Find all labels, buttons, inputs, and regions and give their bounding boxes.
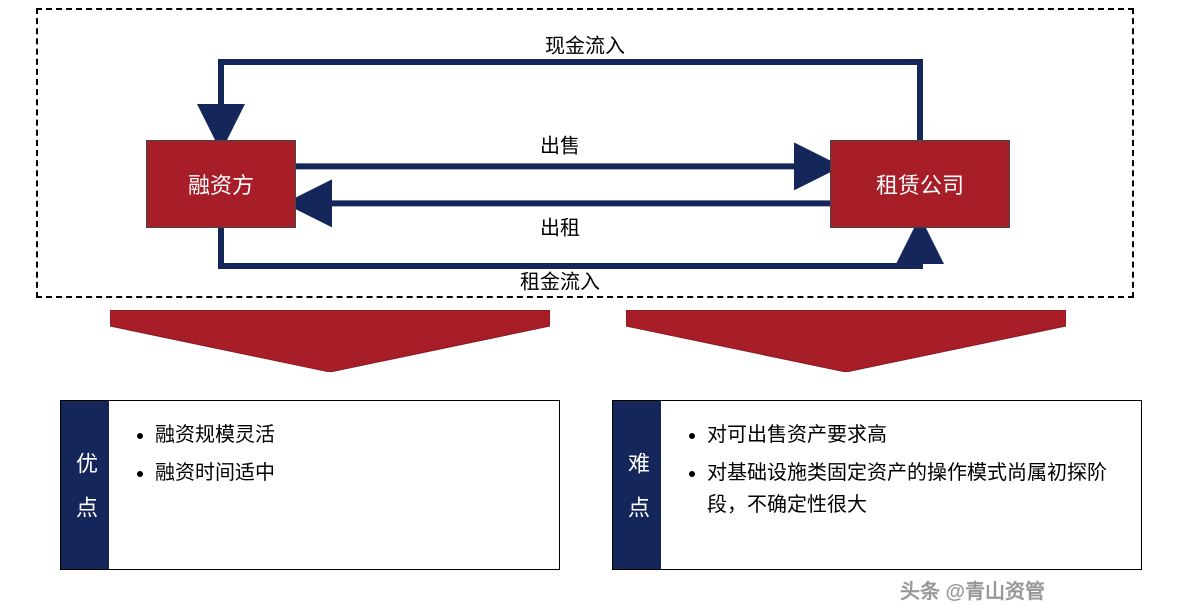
node-leasing-company-label: 租赁公司 — [876, 168, 964, 200]
advantages-content: 融资规模灵活 融资时间适中 — [109, 401, 559, 569]
edge-label-sell: 出售 — [540, 130, 580, 159]
edge-label-rent-inflow: 租金流入 — [520, 266, 600, 295]
node-financier: 融资方 — [146, 140, 296, 228]
challenges-content: 对可出售资产要求高 对基础设施类固定资产的操作模式尚属初探阶段，不确定性很大 — [661, 401, 1141, 569]
edge-label-lease: 出租 — [540, 212, 580, 241]
list-item: 融资规模灵活 — [155, 419, 541, 451]
node-leasing-company: 租赁公司 — [830, 140, 1010, 228]
challenges-label: 难点 — [613, 401, 661, 569]
node-financier-label: 融资方 — [188, 168, 254, 200]
watermark: 头条 @青山资管 — [900, 575, 1045, 604]
advantages-label: 优点 — [61, 401, 109, 569]
list-item: 对可出售资产要求高 — [707, 419, 1123, 451]
challenges-box: 难点 对可出售资产要求高 对基础设施类固定资产的操作模式尚属初探阶段，不确定性很… — [612, 400, 1142, 570]
chevron-right — [626, 310, 1066, 377]
list-item: 融资时间适中 — [155, 457, 541, 489]
advantages-box: 优点 融资规模灵活 融资时间适中 — [60, 400, 560, 570]
chevron-left — [110, 310, 550, 377]
list-item: 对基础设施类固定资产的操作模式尚属初探阶段，不确定性很大 — [707, 457, 1123, 521]
edge-label-cash-inflow: 现金流入 — [545, 30, 625, 59]
